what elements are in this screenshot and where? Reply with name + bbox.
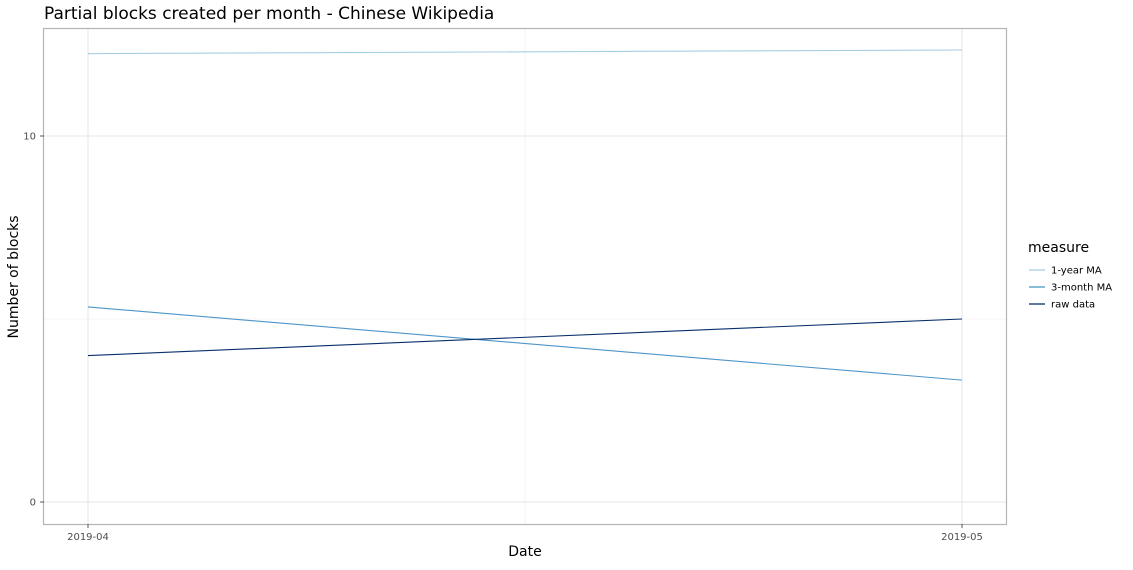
x-tick-label: 2019-05 bbox=[941, 532, 983, 543]
legend-label: 1-year MA bbox=[1051, 266, 1102, 277]
x-axis: 2019-04 2019-05 bbox=[67, 524, 983, 543]
legend-items: 1-year MA 3-month MA raw data bbox=[1029, 266, 1112, 311]
series-layer bbox=[87, 49, 963, 381]
y-tick-label: 10 bbox=[23, 132, 36, 143]
x-axis-title: Date bbox=[508, 544, 541, 560]
series-line-3-month-ma bbox=[87, 306, 963, 381]
chart-title: Partial blocks created per month - Chine… bbox=[44, 4, 494, 24]
y-axis-title: Number of blocks bbox=[6, 215, 22, 338]
legend-label: raw data bbox=[1051, 300, 1095, 311]
series-line-1-year-ma bbox=[87, 49, 963, 55]
panel-border bbox=[42, 27, 1008, 526]
legend: measure 1-year MA 3-month MA raw data bbox=[1028, 240, 1112, 311]
series-line-raw-data bbox=[87, 318, 963, 357]
legend-label: 3-month MA bbox=[1051, 283, 1112, 294]
legend-title: measure bbox=[1028, 240, 1089, 256]
x-tick-label: 2019-04 bbox=[67, 532, 109, 543]
y-tick-label: 0 bbox=[30, 498, 36, 509]
y-axis: 0 10 bbox=[23, 132, 44, 509]
gridlines bbox=[44, 29, 1006, 524]
